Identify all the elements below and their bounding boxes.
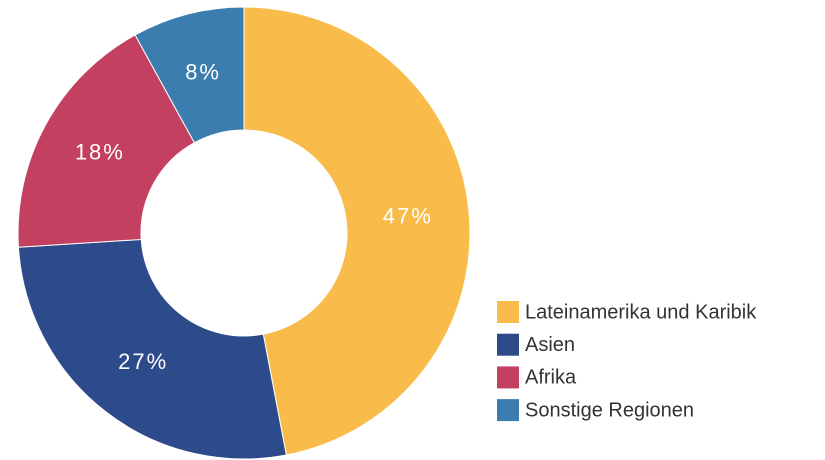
donut-slice [17, 238, 287, 460]
legend-label: Afrika [525, 367, 577, 389]
legend-label: Asien [525, 334, 575, 356]
donut-slice [134, 6, 245, 144]
legend-label: Sonstige Regionen [525, 399, 694, 421]
value-label: 8% [185, 59, 221, 84]
value-label: 18% [75, 140, 125, 165]
legend-swatch [497, 333, 519, 356]
value-label: 27% [118, 349, 168, 374]
legend-swatch [497, 366, 519, 389]
legend-label: Lateinamerika und Karibik [525, 301, 757, 323]
value-label: 47% [383, 203, 433, 228]
legend-swatch [497, 301, 519, 323]
donut-slice [17, 34, 196, 248]
legend-swatch [497, 399, 519, 422]
donut-slice [243, 6, 471, 456]
